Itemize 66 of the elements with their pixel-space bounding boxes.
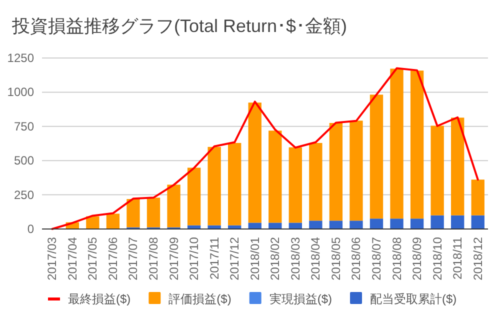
bar [350,120,363,221]
legend-label: 配当受取累計($) [370,292,457,306]
y-tick-label: 1250 [7,51,34,65]
bar [288,222,302,229]
bar [228,142,242,226]
bar [329,220,343,229]
x-tick-label: 2017/07 [126,236,140,280]
x-tick-label: 2017/09 [166,236,181,280]
bar [248,222,262,229]
x-tick-label: 2017/10 [187,236,202,280]
bar [370,218,384,229]
x-tick-label: 2018/12 [470,236,485,280]
x-tick-label: 2017/08 [146,236,160,280]
x-tick-label: 2018/07 [370,236,384,280]
x-tick-label: 2018/06 [349,236,364,280]
x-tick-label: 2018/10 [430,236,444,280]
x-tick-label: 2017/04 [65,236,80,280]
bar [430,215,444,229]
chart-title: 投資損益推移グラフ(Total Return･$･金額) [11,16,348,36]
bar [410,218,424,229]
bar [430,126,444,216]
bar [410,70,424,219]
legend-label: 最終損益($) [68,292,131,306]
bar [167,184,180,228]
bar [471,215,484,229]
bar [309,142,322,221]
bar [288,147,302,223]
y-tick-label: 500 [14,154,34,168]
x-tick-label: 2017/11 [207,236,222,280]
bar [208,146,221,226]
x-tick-label: 2017/06 [106,236,120,280]
x-tick-label: 2017/12 [228,236,242,280]
x-tick-label: 2018/09 [410,236,424,280]
bar [268,130,282,223]
x-tick-label: 2018/08 [390,236,404,280]
bar [106,214,120,229]
legend-label: 評価損益($) [168,292,232,306]
bar [86,216,100,229]
y-tick-label: 250 [14,188,34,202]
bar [126,199,140,228]
bar [451,215,464,229]
bar [390,68,404,219]
bar [370,94,384,219]
bar [350,220,363,229]
x-tick-label: 2018/03 [288,236,302,280]
bar [268,222,282,229]
x-tick-label: 2018/01 [248,236,262,280]
x-tick-label: 2017/05 [86,236,100,280]
y-tick-label: 0 [27,222,34,236]
bar [451,118,464,216]
x-tick-label: 2018/02 [268,236,282,280]
legend-label: 実現損益($) [269,292,332,306]
x-tick-label: 2018/04 [308,236,323,280]
bar [471,180,484,216]
x-tick-label: 2017/03 [45,236,60,280]
bar [146,198,160,228]
y-tick-label: 1000 [7,85,34,100]
bar [309,220,322,229]
x-tick-label: 2018/11 [450,236,465,280]
bar [390,218,404,229]
bar [329,122,343,221]
x-tick-label: 2018/05 [328,236,343,280]
y-tick-label: 750 [14,119,34,134]
bar [187,168,201,226]
line-series [51,67,479,230]
bar [248,102,262,223]
